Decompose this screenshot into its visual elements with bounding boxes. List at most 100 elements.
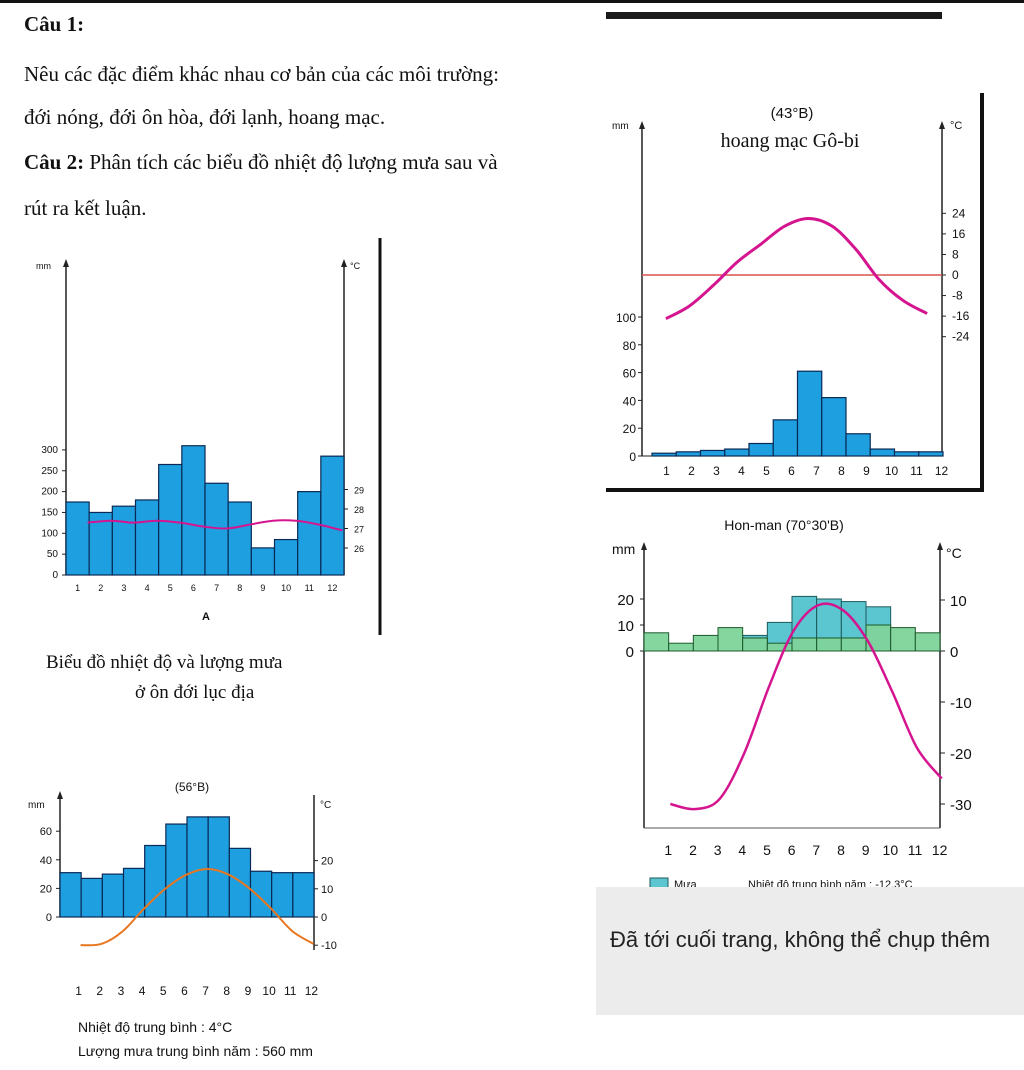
right-axis-arrow [939, 121, 945, 129]
x-tick: 3 [714, 842, 722, 858]
x-tick: 11 [908, 842, 923, 858]
y-left-tick: 150 [41, 507, 58, 518]
x-tick: 11 [305, 583, 314, 593]
y-right-tick: 0 [952, 268, 959, 282]
y-left-unit: mm [612, 121, 629, 132]
x-tick: 8 [223, 984, 230, 998]
x-tick: 9 [245, 984, 252, 998]
x-tick: 3 [713, 464, 720, 478]
temperature-line [670, 602, 943, 811]
y-right-tick: 8 [952, 247, 959, 261]
rain-bar-month-8 [816, 637, 842, 652]
y-right-tick: 29 [354, 486, 364, 496]
y-right-tick: -30 [950, 797, 972, 814]
x-tick: 5 [763, 842, 771, 858]
y-right-tick: 20 [321, 856, 333, 868]
rain-bar-month-10 [865, 624, 892, 652]
x-tick: 6 [191, 583, 196, 593]
bar-month-12 [292, 872, 315, 918]
bar-month-8 [227, 501, 252, 576]
bar-month-2 [675, 451, 702, 457]
bar-month-3 [699, 449, 726, 457]
bar-month-9 [228, 847, 252, 918]
x-tick: 11 [284, 984, 297, 998]
y-left-tick: 300 [41, 445, 58, 456]
y-left-unit: mm [28, 800, 45, 811]
x-tick: 8 [237, 583, 242, 593]
x-tick: 4 [738, 464, 745, 478]
y-right-tick: 28 [354, 505, 364, 515]
left-axis-arrow [63, 259, 69, 267]
x-tick: 8 [837, 842, 845, 858]
rain-bar-month-2 [668, 642, 694, 652]
x-tick: 12 [327, 583, 337, 593]
y-right-unit: °C [946, 545, 962, 561]
x-tick: 4 [139, 984, 146, 998]
bar-month-5 [144, 844, 167, 918]
y-right-tick: -16 [952, 309, 970, 323]
y-right-unit: °C [950, 120, 962, 132]
bar-month-7 [186, 816, 209, 918]
divider-bar [606, 12, 942, 19]
left-axis-arrow [641, 542, 647, 550]
bar-month-10 [273, 538, 299, 576]
question-2: Câu 2: Phân tích các biểu đồ nhiệt độ lư… [24, 150, 498, 175]
bar-month-4 [134, 499, 160, 576]
x-tick: 5 [160, 984, 167, 998]
x-tick: 3 [121, 583, 126, 593]
temperature-line [87, 519, 343, 532]
bar-month-8 [207, 816, 230, 918]
rain-bar-month-7 [791, 637, 818, 652]
x-tick: 12 [932, 842, 948, 858]
x-tick: 7 [813, 464, 820, 478]
y-left-tick: 40 [40, 855, 52, 867]
bar-month-4 [724, 448, 750, 457]
bar-month-11 [297, 491, 322, 576]
left-axis-arrow [639, 121, 645, 129]
x-tick: 1 [75, 583, 80, 593]
bar-month-11 [893, 451, 920, 457]
x-tick: 2 [688, 464, 695, 478]
x-tick: 9 [260, 583, 265, 593]
x-tick: 1 [663, 464, 670, 478]
bar-month-2 [80, 877, 103, 918]
bar-month-6 [181, 445, 206, 576]
bar-month-9 [250, 547, 276, 576]
x-tick: 5 [763, 464, 770, 478]
x-tick: 7 [214, 583, 219, 593]
chart-title: (56°B) [175, 780, 209, 794]
y-right-tick: 27 [354, 525, 364, 535]
rain-bar-month-9 [840, 637, 867, 652]
rain-bar-month-6 [766, 642, 793, 652]
y-right-tick: 24 [952, 206, 966, 220]
chart-a-label: A [202, 611, 210, 623]
question-2-line-1: Phân tích các biểu đồ nhiệt độ lượng mưa… [84, 150, 498, 174]
bar-month-6 [165, 823, 188, 918]
chart-gobi: mm °C(43°B)hoang mạc Gô-bi100806040200241… [606, 93, 984, 492]
y-left-tick: 250 [41, 466, 58, 477]
x-tick: 12 [305, 984, 319, 998]
right-axis-arrow [341, 259, 347, 267]
y-left-tick: 20 [617, 592, 634, 609]
y-right-tick: 16 [952, 227, 966, 241]
y-left-tick: 0 [46, 912, 52, 924]
rain-bar-month-4 [717, 627, 744, 652]
y-right-tick: 10 [321, 884, 333, 896]
y-right-unit: °C [320, 800, 331, 811]
bar-month-3 [101, 873, 125, 918]
y-left-tick: 200 [41, 487, 58, 498]
y-right-tick: -10 [950, 695, 972, 712]
y-left-tick: 100 [616, 311, 636, 325]
footer-rain: Lượng mưa trung bình năm : 560 mm [78, 1043, 313, 1059]
temperature-line [665, 216, 928, 321]
rain-bar-month-11 [890, 627, 916, 652]
y-left-tick: 20 [40, 883, 52, 895]
x-tick: 6 [181, 984, 188, 998]
x-tick: 6 [788, 464, 795, 478]
y-right-tick: 0 [321, 912, 327, 924]
y-right-tick: -8 [952, 289, 963, 303]
y-left-unit: mm [612, 541, 635, 557]
x-tick: 10 [281, 583, 291, 593]
right-axis-arrow [937, 542, 943, 550]
y-right-tick: 0 [950, 644, 958, 661]
